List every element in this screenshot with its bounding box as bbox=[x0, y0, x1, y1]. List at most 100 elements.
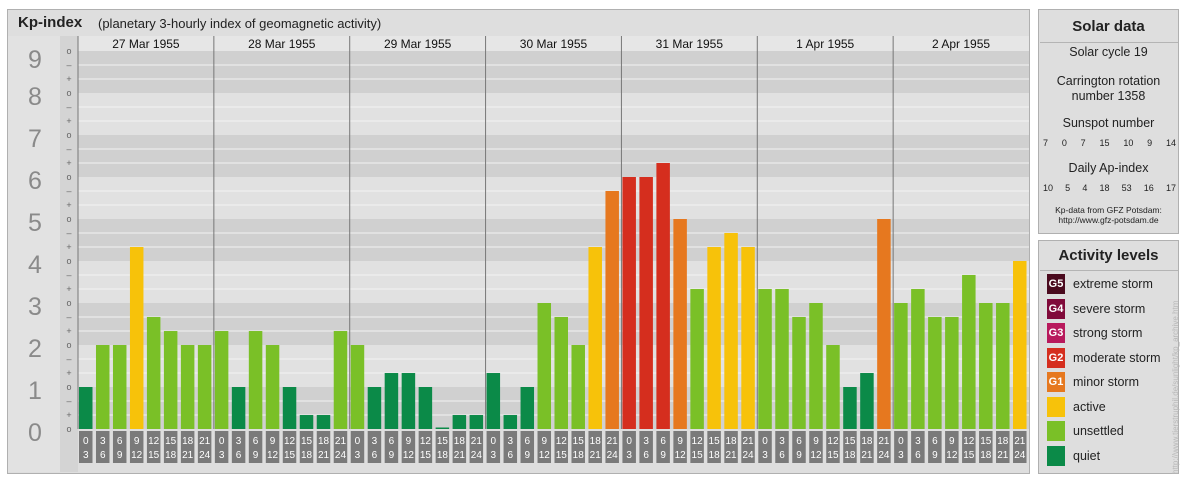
kp-bar bbox=[350, 345, 365, 429]
interval-end-label: 9 bbox=[389, 450, 395, 461]
kp-bar-chart: 0 o + – 1 o + – 2 o + – 3 o + – 4 o + – 5 o + – 6 o + – 7 o + – 8 o + – 9 o 27… bbox=[8, 36, 1029, 472]
interval-start-label: 15 bbox=[165, 436, 177, 447]
interval-end-label: 18 bbox=[437, 450, 449, 461]
kp-bar bbox=[265, 345, 280, 429]
kp-bar bbox=[911, 289, 925, 429]
interval-start-label: 9 bbox=[677, 436, 683, 447]
ap-value: 17 bbox=[1165, 183, 1176, 193]
interval-end-label: 15 bbox=[284, 450, 296, 461]
kp-band bbox=[78, 177, 1029, 219]
interval-box bbox=[95, 431, 110, 463]
day-label: 27 Mar 1955 bbox=[112, 37, 180, 51]
kp-bar bbox=[112, 345, 127, 429]
interval-end-label: 24 bbox=[878, 450, 890, 461]
interval-box bbox=[146, 431, 161, 463]
interval-end-label: 21 bbox=[454, 450, 466, 461]
minor-tick-label: o bbox=[66, 298, 71, 308]
y-tick-label: 8 bbox=[28, 83, 42, 111]
interval-end-label: 12 bbox=[675, 450, 687, 461]
kp-band bbox=[78, 261, 1029, 303]
kp-bar bbox=[452, 415, 467, 429]
sunspot-value: 0 bbox=[1061, 138, 1067, 148]
interval-start-label: 15 bbox=[573, 436, 585, 447]
kp-bar bbox=[639, 177, 653, 429]
y-tick-label: 3 bbox=[28, 293, 42, 321]
activity-level-swatch bbox=[1047, 421, 1065, 441]
activity-level-severe-storm: G4 severe storm bbox=[1047, 298, 1177, 319]
interval-end-label: 3 bbox=[762, 450, 768, 461]
ap-value: 53 bbox=[1121, 183, 1132, 193]
interval-start-label: 18 bbox=[861, 436, 873, 447]
kp-bar bbox=[384, 373, 399, 429]
ap-index-values: 10 5 4 18 53 16 17 bbox=[1043, 183, 1176, 193]
data-credit-link[interactable]: http://www.gfz-potsdam.de bbox=[1058, 215, 1159, 225]
interval-box bbox=[112, 431, 127, 463]
interval-start-label: 0 bbox=[83, 436, 89, 447]
minor-tick-label: o bbox=[66, 382, 71, 392]
interval-box bbox=[180, 431, 195, 463]
interval-start-label: 12 bbox=[284, 436, 296, 447]
minor-tick-label: + bbox=[66, 200, 71, 210]
minor-tick-label: + bbox=[66, 368, 71, 378]
kp-bar bbox=[741, 247, 755, 429]
interval-end-label: 9 bbox=[796, 450, 802, 461]
kp-bar bbox=[401, 373, 416, 429]
interval-end-label: 18 bbox=[165, 450, 177, 461]
ap-index-label: Daily Ap-index bbox=[1068, 161, 1149, 175]
interval-end-label: 21 bbox=[318, 450, 330, 461]
interval-box bbox=[248, 431, 263, 463]
sunspot-value: 14 bbox=[1165, 138, 1176, 148]
kp-bar bbox=[843, 387, 857, 429]
interval-box bbox=[333, 431, 348, 463]
activity-level-label: severe storm bbox=[1073, 301, 1146, 316]
interval-box bbox=[979, 431, 993, 463]
interval-start-label: 9 bbox=[949, 436, 955, 447]
y-tick-label: 7 bbox=[28, 125, 42, 153]
sunspot-label: Sunspot number bbox=[1062, 116, 1155, 130]
kp-bar bbox=[129, 247, 144, 429]
interval-start-label: 9 bbox=[541, 436, 547, 447]
interval-end-label: 6 bbox=[100, 450, 106, 461]
solar-data-title: Solar data bbox=[1072, 18, 1145, 35]
interval-start-label: 0 bbox=[898, 436, 904, 447]
interval-end-label: 15 bbox=[692, 450, 704, 461]
interval-box bbox=[79, 431, 93, 463]
activity-level-label: unsettled bbox=[1073, 424, 1124, 438]
interval-end-label: 3 bbox=[83, 450, 89, 461]
interval-end-label: 15 bbox=[420, 450, 432, 461]
activity-level-label: strong storm bbox=[1073, 326, 1143, 340]
interval-box bbox=[163, 431, 178, 463]
interval-end-label: 24 bbox=[199, 450, 211, 461]
interval-end-label: 6 bbox=[643, 450, 649, 461]
day-label: 31 Mar 1955 bbox=[656, 37, 724, 51]
activity-level-active: active bbox=[1047, 396, 1177, 417]
interval-box bbox=[673, 431, 687, 463]
interval-end-label: 3 bbox=[219, 450, 225, 461]
interval-start-label: 12 bbox=[827, 436, 839, 447]
interval-start-label: 18 bbox=[590, 436, 602, 447]
y-axis-column bbox=[8, 36, 60, 472]
interval-end-label: 6 bbox=[508, 450, 514, 461]
kp-bar bbox=[894, 303, 908, 429]
interval-end-label: 21 bbox=[997, 450, 1009, 461]
interval-start-label: 3 bbox=[100, 436, 106, 447]
minor-tick-label: – bbox=[66, 102, 71, 112]
interval-start-label: 18 bbox=[182, 436, 194, 447]
sunspot-value: 10 bbox=[1123, 138, 1134, 148]
interval-start-label: 21 bbox=[471, 436, 483, 447]
interval-start-label: 15 bbox=[437, 436, 449, 447]
interval-start-label: 9 bbox=[270, 436, 276, 447]
interval-box bbox=[860, 431, 874, 463]
interval-end-label: 24 bbox=[742, 450, 754, 461]
kp-bar bbox=[928, 316, 942, 429]
kp-band bbox=[78, 135, 1029, 177]
kp-bar bbox=[197, 345, 212, 429]
ap-value: 16 bbox=[1143, 183, 1154, 193]
interval-end-label: 9 bbox=[525, 450, 531, 461]
interval-box bbox=[911, 431, 925, 463]
activity-levels-panel: Activity levels G5 extreme storm G4 severe … bbox=[1038, 240, 1179, 474]
interval-start-label: 6 bbox=[932, 436, 938, 447]
interval-end-label: 18 bbox=[573, 450, 585, 461]
kp-bar bbox=[95, 345, 110, 429]
interval-box bbox=[350, 431, 365, 463]
